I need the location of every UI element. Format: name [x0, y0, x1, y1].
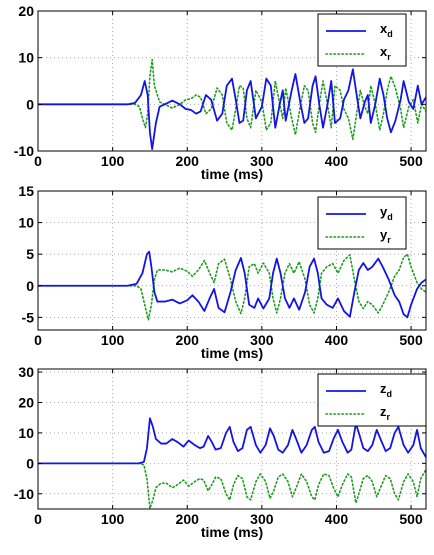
x-axis-label: time (ms)	[201, 345, 263, 361]
x-tick-label: 300	[250, 153, 274, 169]
legend-box	[317, 196, 407, 250]
legend-label-y-r: yr	[380, 227, 391, 245]
legend-label-subscript: d	[387, 212, 393, 222]
legend-label-y-d: yd	[380, 204, 393, 222]
y-tick-label: 20	[18, 394, 34, 410]
x-tick-label: 200	[176, 153, 200, 169]
x-tick-label: 400	[325, 153, 349, 169]
legend-label-main: y	[380, 227, 388, 242]
axes-frame	[37, 368, 427, 510]
y-tick-label: -5	[22, 309, 35, 325]
legend-label-main: x	[380, 21, 388, 36]
y-tick-label: 0	[26, 455, 34, 471]
x-tick-label: 400	[325, 511, 349, 527]
x-tick-label: 300	[250, 511, 274, 527]
x-axis-label: time (ms)	[201, 524, 263, 540]
legend-label-subscript: r	[387, 52, 391, 62]
legend-label-z-d: zd	[380, 381, 392, 399]
y-tick-label: 0	[26, 96, 34, 112]
y-tick-label: -10	[14, 486, 34, 502]
legend-box	[317, 373, 427, 427]
x-tick-label: 500	[399, 153, 423, 169]
legend-label-main: z	[380, 381, 387, 396]
series-line-x-d	[38, 68, 426, 151]
x-tick-label: 100	[101, 511, 125, 527]
y-tick-label: 5	[26, 246, 34, 262]
legend-label-x-r: xr	[380, 44, 391, 62]
x-tick-label: 100	[101, 332, 125, 348]
x-tick-label: 0	[34, 511, 42, 527]
legend-label-z-r: zr	[380, 404, 391, 422]
axes-frame	[37, 190, 427, 331]
y-tick-label: 20	[18, 3, 34, 19]
series-line-z-r	[38, 462, 426, 509]
x-tick-label: 0	[34, 153, 42, 169]
y-tick-label: 10	[18, 50, 34, 66]
legend-label-subscript: r	[387, 412, 391, 422]
x-tick-label: 400	[325, 332, 349, 348]
legend-label-subscript: r	[387, 235, 391, 245]
axes-frame	[37, 10, 427, 152]
legend-label-x-d: xd	[380, 21, 393, 39]
y-tick-label: 10	[18, 215, 34, 231]
legend-box	[317, 13, 407, 67]
legend-label-main: y	[380, 204, 388, 219]
x-tick-label: 500	[399, 332, 423, 348]
y-tick-label: -10	[14, 143, 34, 159]
x-tick-label: 200	[176, 332, 200, 348]
x-tick-label: 300	[250, 332, 274, 348]
legend-label-subscript: d	[387, 389, 393, 399]
series-line-z-d	[38, 417, 426, 465]
series-line-y-r	[38, 253, 426, 321]
x-axis-label: time (ms)	[201, 166, 263, 182]
legend-label-main: x	[380, 44, 388, 59]
y-tick-label: 30	[18, 364, 34, 380]
legend-label-subscript: d	[387, 29, 393, 39]
y-tick-label: 0	[26, 278, 34, 294]
y-tick-label: 15	[18, 183, 34, 199]
y-tick-label: 10	[18, 425, 34, 441]
x-tick-label: 200	[176, 511, 200, 527]
legend-label-main: z	[380, 404, 387, 419]
series-line-y-d	[38, 250, 426, 319]
x-tick-label: 0	[34, 332, 42, 348]
x-tick-label: 500	[399, 511, 423, 527]
x-tick-label: 100	[101, 153, 125, 169]
